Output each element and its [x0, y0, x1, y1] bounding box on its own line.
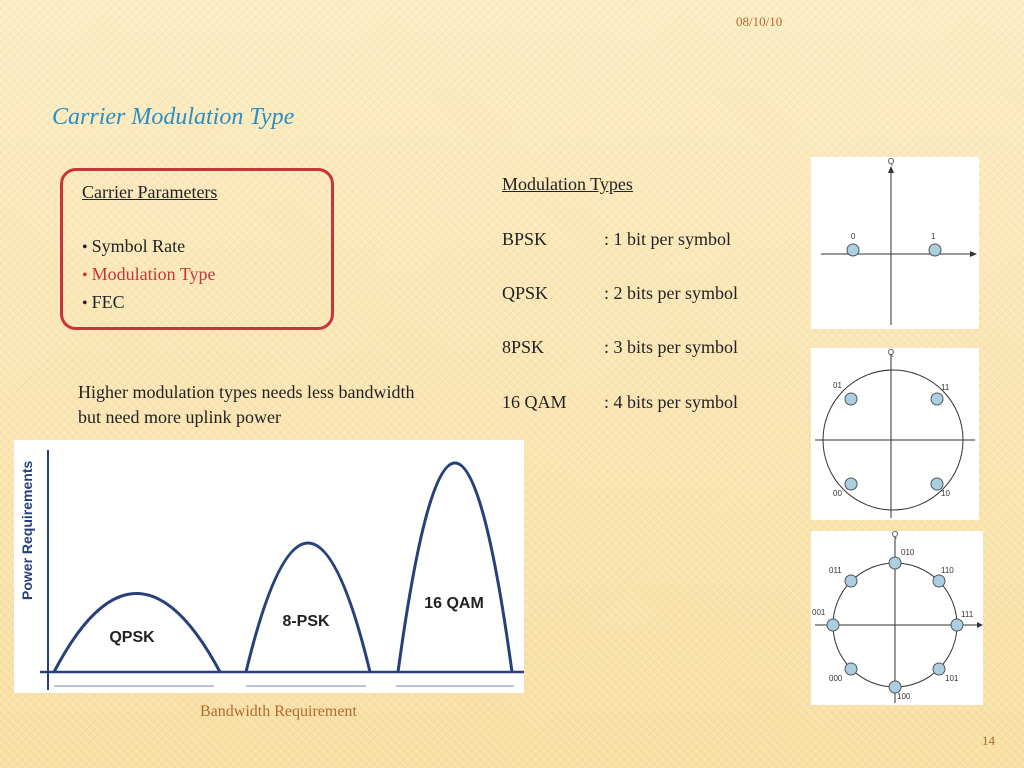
page-number: 14 [982, 733, 995, 748]
qpsk-label-01: 01 [833, 381, 842, 390]
curve-16qam [396, 461, 514, 673]
8psk-point-001 [826, 618, 840, 632]
modulation-types-heading: Modulation Types [502, 174, 633, 194]
slide-title: Carrier Modulation Type [52, 104, 295, 130]
8psk-constellation: Q 010 110 011 111 001 000 101 100 [811, 531, 983, 705]
8psk-label-110: 110 [941, 566, 954, 575]
modulation-row-qpsk: QPSK: 2 bits per symbol [502, 283, 738, 303]
bullet-icon: • [82, 295, 88, 312]
bullet-icon: • [82, 239, 88, 256]
curve-label-8psk: 8-PSK [282, 613, 330, 630]
bullet-icon: • [82, 267, 88, 284]
slide-date: 08/10/10 [736, 14, 783, 29]
carrier-parameters-heading: Carrier Parameters [82, 182, 218, 202]
bandwidth-note: Higher modulation types needs less bandw… [78, 382, 415, 427]
qpsk-point-11 [930, 392, 944, 406]
qpsk-point-10 [930, 477, 944, 491]
power-bandwidth-chart: Power Requirements QPSK 8-PSK 16 QAM [14, 440, 524, 693]
parameter-item-symbol-rate: • Symbol Rate [82, 236, 186, 256]
8psk-point-100 [888, 680, 902, 694]
qpsk-point-00 [844, 477, 858, 491]
chart-x-label: Bandwidth Requirement [200, 703, 357, 720]
qpsk-label-11: 11 [941, 383, 950, 392]
8psk-point-101 [932, 662, 946, 676]
8psk-label-111: 111 [961, 610, 974, 619]
qpsk-label-00: 00 [833, 489, 842, 498]
8psk-point-011 [844, 574, 858, 588]
8psk-label-010: 010 [901, 548, 915, 557]
qpsk-point-01 [844, 392, 858, 406]
8psk-label-001: 001 [812, 608, 826, 617]
8psk-label-100: 100 [897, 692, 911, 701]
carrier-parameters-box [60, 168, 334, 330]
bpsk-constellation: Q 0 1 [811, 157, 979, 329]
modulation-row-8psk: 8PSK: 3 bits per symbol [502, 337, 738, 357]
q-axis-label: Q [892, 531, 898, 539]
8psk-label-011: 011 [829, 566, 842, 575]
curve-label-qpsk: QPSK [109, 629, 155, 646]
curve-8psk [244, 541, 372, 673]
8psk-point-000 [844, 662, 858, 676]
qpsk-label-10: 10 [941, 489, 950, 498]
8psk-point-110 [932, 574, 946, 588]
8psk-label-000: 000 [829, 674, 843, 683]
q-axis-label: Q [888, 348, 894, 357]
curve-qpsk [52, 592, 222, 673]
modulation-row-bpsk: BPSK: 1 bit per symbol [502, 229, 731, 249]
bpsk-point-1 [928, 243, 942, 257]
chart-y-label: Power Requirements [19, 461, 35, 600]
8psk-point-111 [950, 618, 964, 632]
bpsk-point-0 [846, 243, 860, 257]
bpsk-label-1: 1 [931, 232, 936, 241]
qpsk-constellation: Q 01 11 00 10 [811, 348, 979, 520]
parameter-item-fec: • FEC [82, 292, 125, 312]
bpsk-label-0: 0 [851, 232, 856, 241]
modulation-row-16qam: 16 QAM: 4 bits per symbol [502, 392, 738, 412]
8psk-label-101: 101 [945, 674, 959, 683]
8psk-point-010 [888, 556, 902, 570]
q-axis-label: Q [888, 157, 894, 166]
curve-label-16qam: 16 QAM [424, 595, 484, 612]
parameter-item-modulation-type: • Modulation Type [82, 264, 216, 284]
